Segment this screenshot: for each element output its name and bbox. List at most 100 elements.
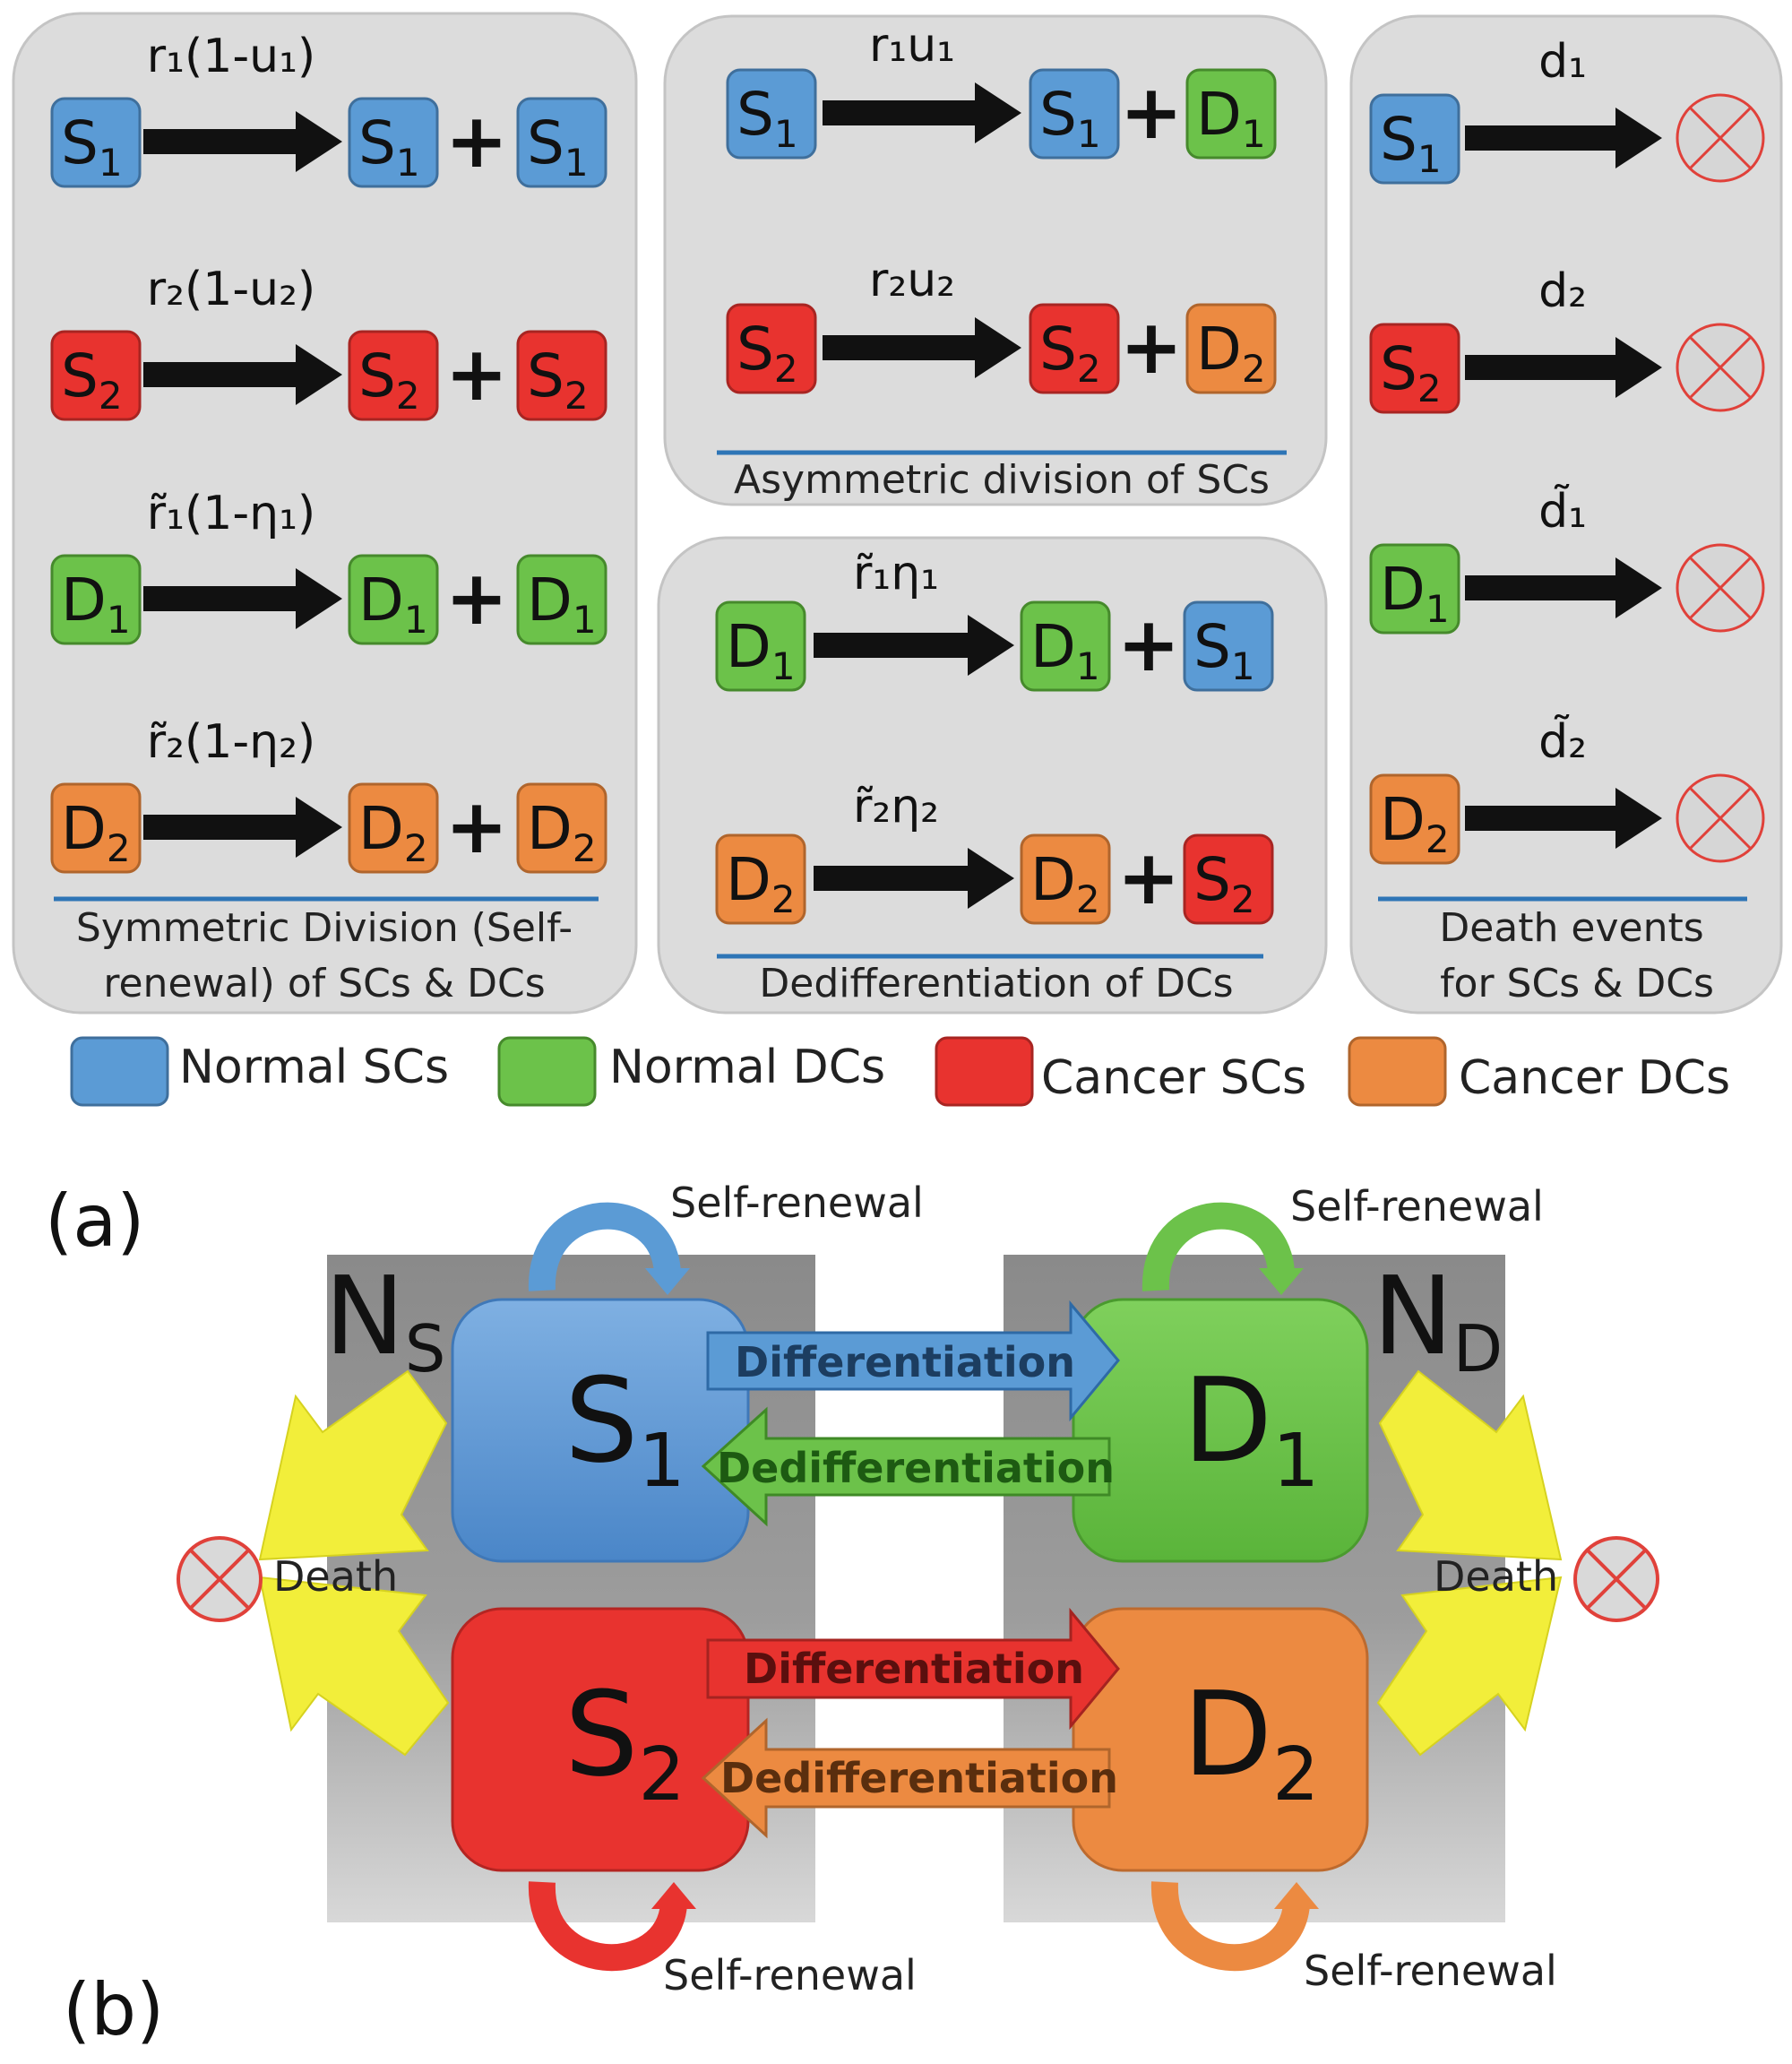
asymmetric-caption: Asymmetric division of SCs — [734, 457, 1270, 503]
death-rate-1: d₁ — [1538, 35, 1587, 89]
dedifferentiation-caption: Dedifferentiation of DCs — [759, 961, 1233, 1006]
symmetric-plus-3: + — [445, 554, 508, 642]
differentiation-arrow-cancer — [706, 1607, 1120, 1731]
symmetric-rate-3: r̃₁(1-η₁) — [147, 487, 315, 540]
symmetric-caption-line1: Symmetric Division (Self- — [76, 905, 573, 951]
symmetric-arrow-4 — [143, 797, 342, 858]
svg-text:D1: D1 — [61, 566, 131, 642]
svg-text:S2: S2 — [1193, 845, 1255, 921]
death-caption-line2: for SCs & DCs — [1440, 961, 1714, 1006]
dedifferentiation-d2-product: D2 — [1020, 833, 1111, 925]
nd-label: ND — [1373, 1255, 1503, 1386]
svg-text:D2: D2 — [1196, 315, 1266, 391]
d1-box — [1072, 1298, 1369, 1563]
svg-text:S1: S1 — [1380, 105, 1442, 181]
self-renewal-loop-s1 — [528, 1202, 690, 1295]
dedifferentiation-rate-2: r̃₂η₂ — [853, 780, 939, 833]
death-rate-2: d₂ — [1538, 264, 1587, 318]
panel-b-letter: (b) — [63, 1968, 164, 2051]
svg-text:D1: D1 — [358, 566, 428, 642]
differentiation-label-cancer: Differentiation — [744, 1645, 1084, 1693]
asymmetric-rate-1: r₁u₁ — [869, 19, 955, 73]
svg-text:S2: S2 — [1039, 315, 1101, 391]
asymmetric-s1-product: S1 — [1029, 68, 1120, 160]
legend-swatch-normal-sc — [70, 1036, 169, 1107]
svg-text:S2: S2 — [358, 341, 420, 418]
death-rate-3: d̃₁ — [1538, 484, 1587, 539]
self-renewal-label-s1: Self-renewal — [670, 1179, 924, 1227]
svg-text:S1: S1 — [527, 108, 589, 185]
dedifferentiation-rate-1: r̃₁η₁ — [853, 547, 939, 600]
death-arrow-s2 — [258, 1576, 450, 1757]
panel-b: NS ND Death Death S1 D1 — [63, 1179, 1659, 2051]
svg-text:S1: S1 — [61, 108, 123, 185]
dedifferentiation-label-normal: Dedifferentiation — [717, 1444, 1115, 1492]
dedifferentiation-arrow-cancer — [701, 1717, 1111, 1839]
svg-text:S1: S1 — [358, 108, 420, 185]
differentiation-arrow-normal — [706, 1300, 1120, 1422]
symmetric-s2-reactant: S2 — [50, 330, 142, 421]
symmetric-d2-reactant: D2 — [50, 782, 142, 874]
symmetric-arrow-2 — [143, 344, 342, 405]
svg-text:D1: D1 — [1380, 555, 1450, 631]
asymmetric-arrow-1 — [823, 82, 1021, 143]
death-symbol-1 — [1676, 93, 1765, 183]
dedifferentiation-arrow-2 — [814, 848, 1014, 909]
symmetric-s1-product-a: S1 — [348, 97, 439, 188]
death-symbol-4 — [1676, 773, 1765, 863]
self-renewal-loop-s2 — [528, 1881, 696, 1972]
asymmetric-s1-reactant: S1 — [726, 68, 817, 160]
self-renewal-label-s2: Self-renewal — [663, 1951, 917, 1999]
symmetric-s2-product-b: S2 — [516, 330, 607, 421]
asymmetric-panel — [663, 14, 1328, 506]
dedifferentiation-plus-1: + — [1117, 600, 1180, 688]
death-arrow-2 — [1465, 337, 1662, 398]
svg-text:S2: S2 — [527, 341, 589, 418]
dedifferentiation-s2-product: S2 — [1183, 833, 1274, 925]
svg-text:D2: D2 — [527, 794, 597, 870]
asymmetric-plus-2: + — [1120, 303, 1183, 391]
death-arrow-d2 — [1376, 1576, 1563, 1757]
symmetric-arrow-1 — [143, 111, 342, 172]
self-renewal-loop-d2 — [1150, 1881, 1319, 1972]
death-symbol-left — [177, 1536, 263, 1622]
dedifferentiation-arrow-normal — [701, 1406, 1111, 1527]
legend-swatch-cancer-sc — [935, 1036, 1034, 1107]
svg-text:D1: D1 — [726, 612, 796, 688]
svg-text:S2: S2 — [61, 341, 123, 418]
dedifferentiation-d1-reactant: D1 — [715, 600, 806, 692]
legend: Normal SCs Normal DCs Cancer SCs Cancer … — [70, 1036, 1730, 1107]
asymmetric-plus-1: + — [1120, 68, 1183, 156]
self-renewal-label-d2: Self-renewal — [1304, 1947, 1557, 1995]
death-d2-reactant: D2 — [1369, 773, 1460, 865]
asymmetric-s2-reactant: S2 — [726, 303, 817, 394]
symmetric-panel — [12, 12, 638, 1015]
death-symbol-3 — [1676, 543, 1765, 633]
svg-text:D1: D1 — [1196, 80, 1266, 156]
dedifferentiation-arrow-1 — [814, 615, 1014, 676]
death-arrow-3 — [1465, 557, 1662, 618]
svg-text:D2: D2 — [726, 845, 796, 921]
symmetric-s2-product-a: S2 — [348, 330, 439, 421]
symmetric-d1-reactant: D1 — [50, 554, 142, 645]
self-renewal-loop-d1 — [1142, 1202, 1304, 1295]
death-arrow-1 — [1465, 108, 1662, 168]
dedifferentiation-d2-reactant: D2 — [715, 833, 806, 925]
symmetric-rate-2: r₂(1-u₂) — [147, 263, 315, 316]
s2-box-label: S2 — [564, 1666, 685, 1818]
dedifferentiation-d1-product: D1 — [1020, 600, 1111, 692]
death-rate-4: d̃₂ — [1538, 714, 1587, 769]
symmetric-d1-product-b: D1 — [516, 554, 607, 645]
self-renewal-label-d1: Self-renewal — [1290, 1182, 1544, 1231]
d2-box — [1072, 1607, 1369, 1872]
svg-text:D1: D1 — [527, 566, 597, 642]
s1-box-label: S1 — [564, 1352, 685, 1504]
death-label-left: Death — [273, 1552, 398, 1601]
death-label-right: Death — [1434, 1552, 1558, 1601]
dedifferentiation-label-cancer: Dedifferentiation — [720, 1754, 1118, 1802]
symmetric-rate-1: r₁(1-u₁) — [147, 30, 315, 83]
legend-label-cancer-dc: Cancer DCs — [1459, 1051, 1730, 1105]
symmetric-s1-product-b: S1 — [516, 97, 607, 188]
